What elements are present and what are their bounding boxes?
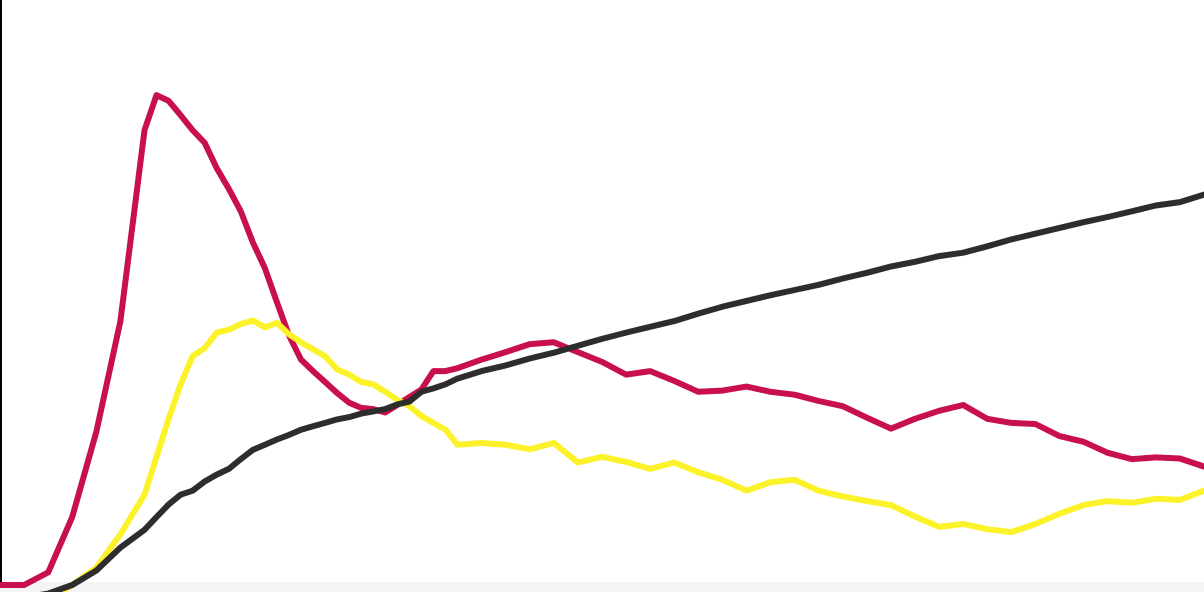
series-layer [0,92,1204,592]
bottom-edge-shade [0,582,1204,592]
series-line-2 [54,317,1204,592]
series-line-1 [0,92,1204,588]
series-line-3 [39,191,1204,592]
